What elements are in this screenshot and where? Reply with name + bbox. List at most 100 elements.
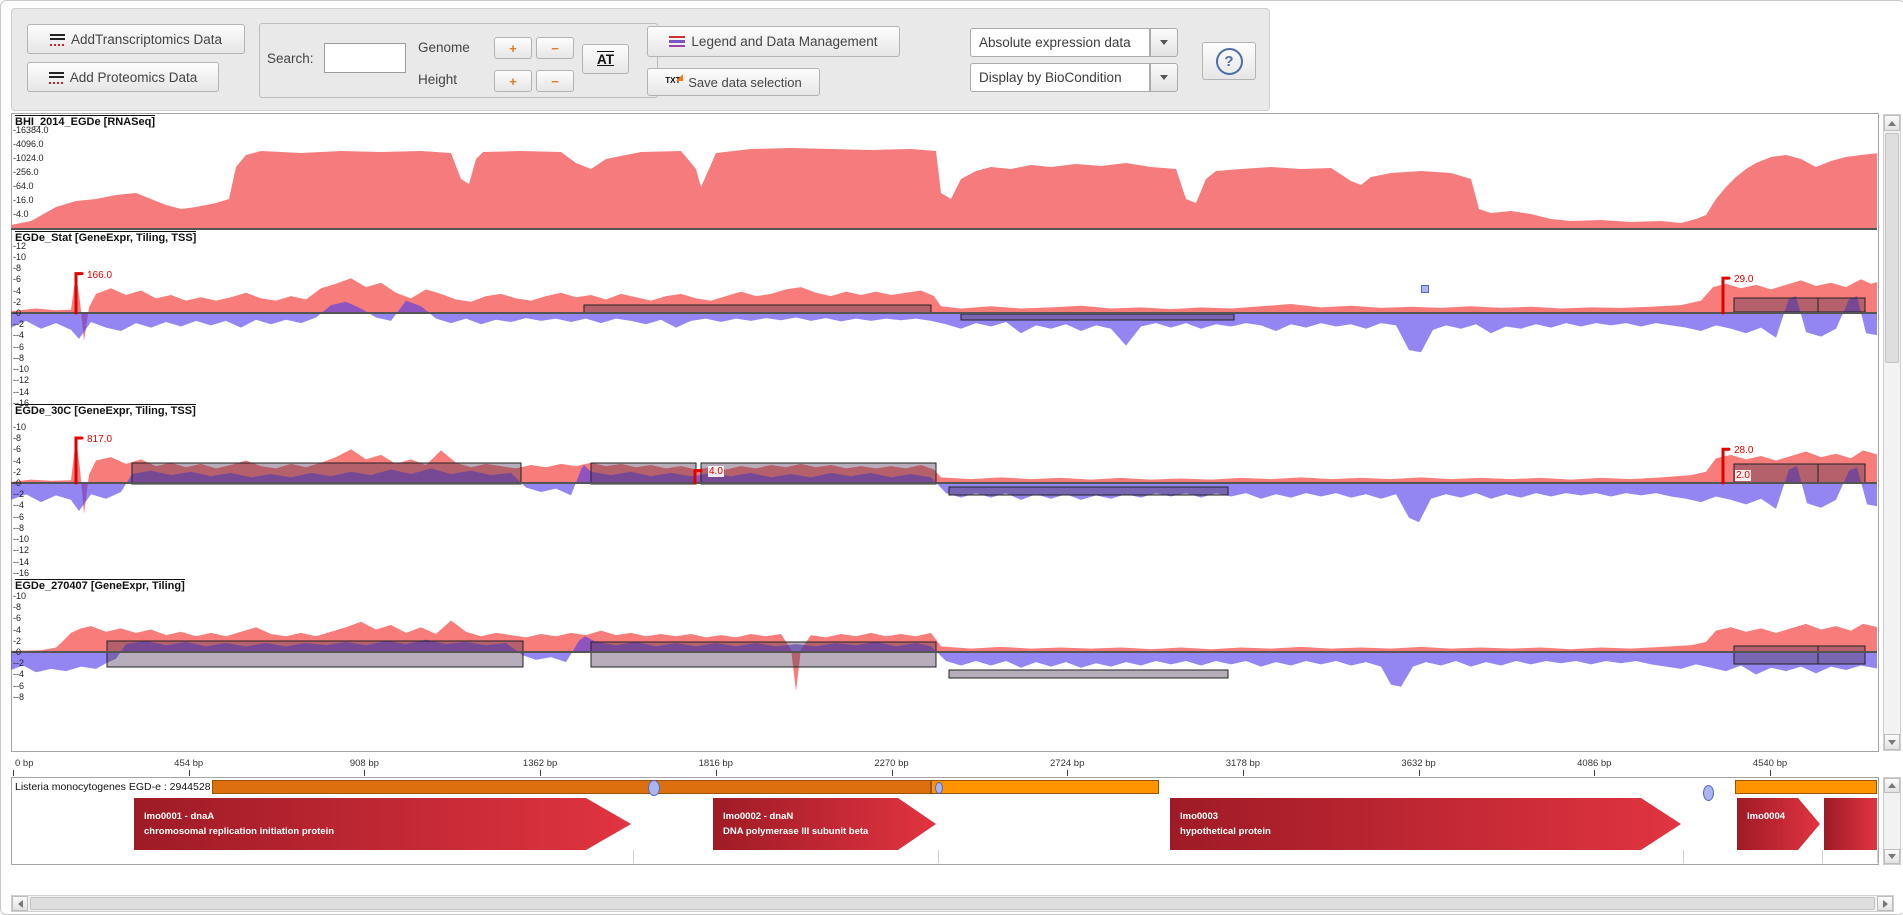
ruler-tick: [1067, 770, 1069, 776]
data-list-icon: [48, 71, 64, 84]
arrow-right-icon: [1882, 899, 1888, 908]
tss-marker: [74, 272, 84, 315]
expression-mode-dropdown-button[interactable]: [1150, 28, 1178, 57]
height-increase-button[interactable]: +: [494, 70, 532, 92]
ruler-tick: [188, 770, 190, 776]
data-list-icon: [49, 33, 65, 46]
ruler-label: 2724 bp: [1050, 758, 1085, 769]
add-proteomics-label: Add Proteomics Data: [69, 69, 198, 85]
track-1-red-signal: [11, 273, 1877, 342]
track-3-gene-box-3: [1733, 645, 1819, 665]
arrow-left-icon: [17, 899, 23, 908]
ruler-label: 454 bp: [174, 758, 204, 769]
ruler-label: 1816 bp: [698, 758, 733, 769]
add-transcriptomics-label: AddTranscriptomics Data: [70, 31, 223, 47]
tss-marker: [1721, 276, 1731, 315]
annotation-vertical-scrollbar[interactable]: [1883, 777, 1901, 865]
tss-marker: [74, 436, 84, 485]
track-3-gene-box-0: [106, 640, 524, 668]
track-2-gene-box-0: [131, 462, 522, 485]
ruler-tick: [1242, 770, 1244, 776]
sequence-display-button[interactable]: AT: [582, 44, 629, 74]
tss-marker: [1721, 447, 1731, 485]
track-2-blue-signal: [11, 465, 1877, 523]
genome-zoom-label: Genome: [418, 40, 470, 55]
display-mode-value: Display by BioCondition: [979, 70, 1122, 85]
arrow-up-icon: [1888, 783, 1896, 788]
search-input[interactable]: [324, 43, 406, 73]
chevron-down-icon: [1160, 75, 1168, 80]
ruler-tick: [1594, 770, 1596, 776]
ruler-label: 4540 bp: [1752, 758, 1788, 769]
ruler-tick: [364, 770, 366, 776]
track-1-gene-box-0: [583, 304, 932, 314]
scrollbar-thumb[interactable]: [1885, 133, 1899, 363]
ruler-label: 2270 bp: [874, 758, 909, 769]
horizontal-scrollbar[interactable]: [11, 895, 1894, 912]
track-3-blue-signal: [11, 636, 1877, 687]
genome-zoom-in-button[interactable]: +: [494, 37, 532, 59]
track-2-gene-box-1: [590, 462, 697, 485]
expression-mode-value: Absolute expression data: [979, 35, 1131, 50]
scrollbar-thumb[interactable]: [30, 897, 1875, 910]
ruler-label: 3632 bp: [1401, 758, 1436, 769]
ruler-tick: [540, 770, 542, 776]
scroll-down-button[interactable]: [1884, 849, 1900, 864]
ruler-tick: [715, 770, 717, 776]
tss-marker: [693, 469, 703, 485]
track-1-gene-box-2: [1733, 297, 1819, 313]
scroll-up-button[interactable]: [1884, 778, 1900, 793]
add-proteomics-button[interactable]: Add Proteomics Data: [27, 62, 219, 92]
track-0-red-signal: [11, 148, 1877, 229]
at-label: AT: [597, 51, 614, 67]
genome-zoom-out-button[interactable]: −: [536, 37, 574, 59]
legend-button-label: Legend and Data Management: [691, 34, 878, 49]
save-data-selection-button[interactable]: TXT Save data selection: [647, 68, 820, 96]
ruler-tick: [1770, 770, 1771, 776]
search-label: Search:: [267, 51, 314, 66]
tracks-vertical-scrollbar[interactable]: [1883, 114, 1901, 751]
track-3-gene-box-2: [948, 669, 1229, 679]
search-zoom-panel: [259, 23, 658, 98]
track-3-gene-box-4: [1817, 645, 1866, 665]
track-3-gene-box-1: [590, 641, 937, 668]
legend-icon: [669, 35, 686, 48]
arrow-up-icon: [1888, 120, 1896, 126]
height-label: Height: [418, 72, 458, 87]
scroll-up-button[interactable]: [1884, 115, 1900, 131]
ruler-tick: [1418, 770, 1420, 776]
toolbar: AddTranscriptomics Data Add Proteomics D…: [11, 8, 1270, 111]
scroll-right-button[interactable]: [1877, 896, 1893, 911]
legend-data-management-button[interactable]: Legend and Data Management: [647, 26, 900, 57]
add-transcriptomics-button[interactable]: AddTranscriptomics Data: [27, 24, 245, 54]
height-decrease-button[interactable]: −: [536, 70, 574, 92]
track-2-gene-box-2: [700, 462, 937, 485]
scroll-left-button[interactable]: [12, 896, 28, 911]
track-2-gene-box-3: [948, 486, 1229, 496]
track-1-blue-signal: [11, 296, 1877, 353]
txt-file-icon: TXT: [665, 73, 684, 89]
track-1-gene-box-3: [1817, 297, 1866, 313]
track-2-gene-box-5: [1817, 463, 1866, 484]
arrow-down-icon: [1888, 854, 1896, 859]
track-2-gene-box-4: [1733, 463, 1819, 484]
ruler-label: 908 bp: [349, 758, 379, 769]
ruler-tick: [891, 770, 893, 776]
genome-annotation-panel[interactable]: [11, 777, 1879, 865]
chevron-down-icon: [1160, 40, 1168, 45]
question-mark-icon: ?: [1215, 47, 1243, 75]
help-button[interactable]: ?: [1202, 42, 1256, 80]
ruler-label: 0 bp: [15, 758, 34, 769]
arrow-down-icon: [1888, 739, 1896, 745]
track-3-red-signal: [11, 620, 1877, 692]
display-mode-select[interactable]: Display by BioCondition: [970, 63, 1150, 92]
ruler-tick: [13, 770, 14, 776]
ruler-label: 1362 bp: [522, 758, 558, 769]
display-mode-dropdown-button[interactable]: [1150, 63, 1178, 92]
scroll-down-button[interactable]: [1884, 734, 1900, 750]
track-1-gene-box-1: [960, 313, 1235, 321]
ruler-label: 3178 bp: [1225, 758, 1261, 769]
expression-mode-select[interactable]: Absolute expression data: [970, 28, 1150, 57]
save-button-label: Save data selection: [688, 74, 802, 90]
ruler-label: 4086 bp: [1577, 758, 1612, 769]
